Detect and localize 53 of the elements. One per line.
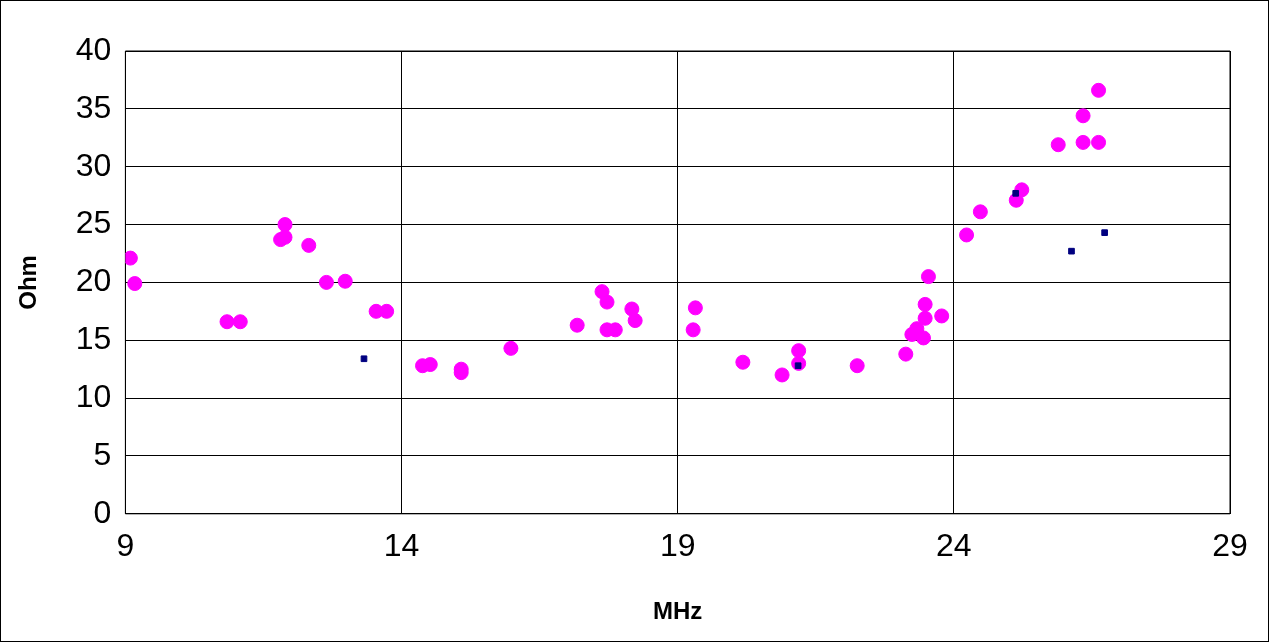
point bbox=[127, 276, 143, 292]
point bbox=[624, 301, 640, 317]
point bbox=[917, 296, 933, 312]
point bbox=[972, 204, 988, 220]
point bbox=[337, 273, 353, 289]
point bbox=[1050, 137, 1066, 153]
point bbox=[920, 269, 936, 285]
point bbox=[503, 340, 519, 356]
point bbox=[959, 227, 975, 243]
point bbox=[277, 229, 293, 245]
y-tick-label: 35 bbox=[75, 88, 112, 125]
y-tick-label: 25 bbox=[75, 204, 112, 241]
point bbox=[1101, 229, 1108, 236]
point bbox=[569, 317, 585, 333]
point bbox=[917, 310, 933, 326]
y-tick-label: 40 bbox=[75, 30, 112, 67]
point bbox=[774, 367, 790, 383]
y-tick-label: 20 bbox=[75, 262, 112, 299]
point bbox=[219, 314, 235, 330]
y-tick-label: 30 bbox=[75, 146, 112, 183]
point bbox=[687, 300, 703, 316]
point bbox=[849, 358, 865, 374]
point bbox=[791, 343, 807, 359]
x-tick-label: 9 bbox=[116, 526, 135, 563]
point bbox=[318, 274, 334, 290]
point bbox=[915, 330, 931, 346]
point bbox=[379, 303, 395, 319]
y-tick-label: 15 bbox=[75, 320, 112, 357]
y-axis-title: Ohm bbox=[14, 255, 42, 310]
point bbox=[1012, 189, 1020, 197]
y-tick-label: 10 bbox=[75, 377, 112, 414]
x-tick-label: 29 bbox=[1212, 526, 1248, 563]
x-tick-label: 19 bbox=[659, 526, 696, 563]
y-tick-label: 0 bbox=[93, 493, 112, 530]
point bbox=[360, 355, 368, 363]
point bbox=[599, 294, 615, 310]
point bbox=[277, 217, 293, 233]
point bbox=[301, 237, 317, 253]
point bbox=[735, 354, 751, 370]
point bbox=[1075, 108, 1091, 124]
point bbox=[898, 346, 914, 362]
point bbox=[627, 313, 643, 329]
point bbox=[1091, 134, 1107, 150]
y-tick-label: 5 bbox=[93, 435, 112, 472]
point bbox=[934, 308, 950, 324]
point bbox=[1068, 247, 1075, 255]
point bbox=[685, 322, 701, 338]
point bbox=[232, 314, 248, 330]
point bbox=[1091, 82, 1107, 98]
x-axis-title: MHz bbox=[653, 597, 703, 625]
point bbox=[1075, 134, 1091, 150]
x-tick-label: 14 bbox=[383, 526, 420, 563]
x-tick-label: 24 bbox=[936, 526, 972, 563]
